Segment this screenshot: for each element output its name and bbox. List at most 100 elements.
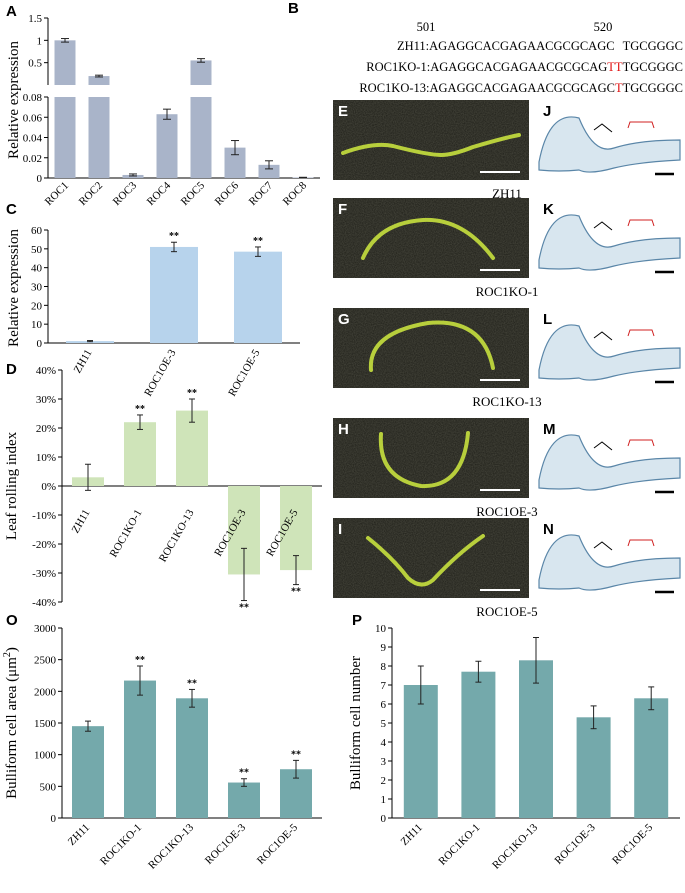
y-tick-label: -40% (32, 597, 56, 609)
leaf-tissue (538, 214, 681, 271)
bracket-red (627, 219, 655, 227)
y-tick-label: 7 (381, 680, 387, 692)
seq-position-end: 520 (594, 20, 613, 34)
panel-letter: N (543, 521, 554, 538)
category-label: ROC1OE-3 (552, 821, 598, 867)
bar (258, 164, 280, 178)
panel-letter-o: O (6, 612, 18, 629)
panel-letter-b: B (288, 0, 299, 17)
image-caption: ROC1OE-5 (476, 604, 537, 619)
chart-o-bulliform-area: 0 500 1000 1500 2000 2500 3000 ZH11 ** ROC1KO-1 **… (2, 623, 322, 872)
y-tick-label: 1 (37, 35, 43, 47)
y-tick-label: 10 (31, 319, 43, 331)
bar (122, 174, 144, 178)
bar-upper (190, 60, 212, 85)
y-tick-label: 30% (36, 394, 56, 406)
bracket-black (593, 221, 613, 231)
category-label: ROC1KO-1 (436, 822, 482, 868)
y-tick-label: 1 (381, 794, 387, 806)
y-tick-label: 50 (31, 244, 43, 256)
micrograph-row: F K ROC1KO-1 (333, 198, 681, 299)
bar-lower (190, 97, 212, 178)
bracket-black (593, 541, 613, 551)
leaf-tissue (538, 324, 681, 381)
y-tick-label: 2000 (34, 686, 57, 698)
bar-upper (88, 76, 110, 85)
bar-zh11 (403, 685, 438, 818)
significance-mark: ** (253, 236, 263, 247)
bar-roc1ko-13 (176, 410, 208, 486)
chart-d-leaf-rolling-index: 40% 30% 20% 10% 0% -10% -20% -30% -40% ZH11 ** ROC1… (4, 365, 322, 614)
bracket-red (627, 121, 655, 129)
y-tick-label: 9 (381, 642, 387, 654)
leaf-tissue (538, 534, 681, 591)
category-label: ROC1OE-5 (610, 821, 656, 867)
y-tick-label: 0.04 (23, 133, 43, 145)
bracket-red (627, 329, 655, 337)
category-label: ROC1OE-3 (203, 821, 249, 867)
category-label: ROC1KO-1 (98, 822, 144, 868)
y-tick-label: 0.5 (28, 58, 42, 70)
chart-a-gene-expression: 0.5 1 1.5 0 0.02 0.04 0.06 0.08 ROC1 ROC2 ROC3 ROC4… (6, 13, 320, 208)
category-label: ROC1 (43, 180, 71, 208)
y-axis-label-sup: 2 (2, 652, 13, 657)
y-tick-label: -20% (32, 539, 56, 551)
panel-letter: I (338, 521, 342, 538)
category-label: ZH11 (72, 348, 95, 376)
significance-mark: ** (135, 404, 145, 415)
y-tick-label: 6 (381, 699, 387, 711)
bar-lower (54, 97, 76, 178)
category-label: ROC4 (145, 179, 174, 208)
bar (156, 114, 178, 178)
significance-mark: ** (187, 388, 197, 399)
y-tick-label: 0 (51, 813, 57, 825)
bar-roc1oe-3 (228, 782, 260, 818)
panel-letter-a: A (6, 3, 17, 20)
y-tick-label: -10% (32, 510, 56, 522)
bracket-red (627, 539, 655, 547)
y-tick-label: 0% (41, 481, 56, 493)
leaf-cross-section (368, 320, 495, 372)
category-label: ZH11 (70, 508, 93, 536)
category-label: ROC8 (281, 179, 310, 208)
category-label: ROC2 (77, 180, 105, 208)
y-tick-label: 10% (36, 452, 56, 464)
leaf-image-texture (333, 308, 529, 388)
y-tick-label: 30 (31, 282, 43, 294)
bar-roc1ko-1 (124, 422, 156, 486)
y-axis-label: Relative expression (6, 41, 22, 159)
bar-roc1ko-13 (176, 698, 208, 818)
category-label: ROC1KO-1 (108, 508, 145, 560)
sequence-alignment: 501 520 ZH11:AGAGGCACGAGAACGCGCAGC TGCGGG… (359, 20, 683, 95)
y-tick-label: 3000 (34, 623, 57, 635)
significance-mark: ** (239, 768, 249, 779)
category-label: ZH11 (399, 822, 425, 848)
y-tick-label: 60 (31, 225, 43, 237)
leaf-cross-section (361, 217, 495, 260)
category-label: ROC1KO-13 (157, 507, 197, 564)
category-label: ROC1OE-3 (142, 347, 179, 398)
y-tick-label: 2500 (34, 655, 57, 667)
image-caption: ROC1KO-1 (476, 284, 539, 299)
bar-roc1oe-3 (150, 246, 198, 343)
leaf-tissue (538, 434, 681, 491)
y-tick-label: 40% (36, 365, 56, 377)
significance-mark: ** (187, 678, 197, 689)
image-caption: ROC1KO-13 (472, 394, 541, 409)
bar-roc1oe-3 (576, 717, 611, 818)
y-tick-label: 4 (381, 737, 387, 749)
y-tick-label: 1500 (34, 718, 57, 730)
panel-letter: K (543, 201, 554, 218)
panel-letter: M (543, 421, 556, 438)
panel-letter: E (338, 103, 348, 120)
bar-upper (54, 40, 76, 85)
category-label: ROC1KO-13 (490, 821, 540, 871)
leaf-image-texture (333, 198, 529, 278)
y-tick-label: 2 (381, 775, 387, 787)
bar (224, 147, 246, 178)
leaf-cross-section (378, 431, 470, 489)
y-tick-label: 500 (40, 781, 57, 793)
bar-zh11 (72, 726, 104, 818)
y-tick-label: 1000 (34, 750, 57, 762)
y-tick-label: 0.06 (23, 112, 43, 124)
